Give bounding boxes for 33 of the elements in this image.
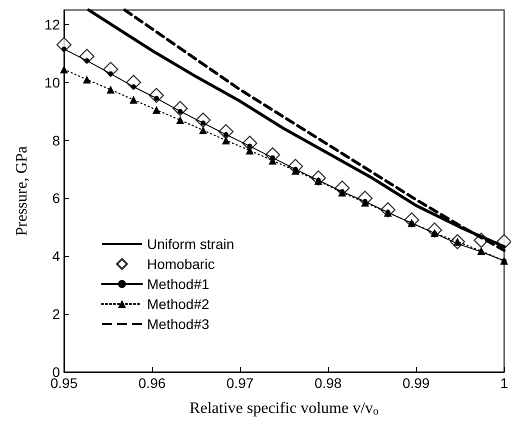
y-tick-label: 12 (44, 16, 60, 32)
legend-label: Method#1 (147, 276, 210, 292)
legend-label: Method#3 (147, 316, 210, 332)
y-tick-label: 10 (44, 74, 60, 90)
point (200, 120, 206, 126)
x-axis-title: Relative specific volume v/vo (190, 400, 380, 418)
point (361, 198, 370, 207)
legend-label: Method#2 (147, 296, 210, 312)
point (62, 46, 66, 52)
point (106, 86, 115, 94)
y-axis-title: Pressure, GPa (14, 146, 30, 236)
point (291, 166, 300, 175)
x-tick-label: 0.99 (402, 375, 430, 391)
point (152, 106, 160, 114)
point (223, 132, 228, 138)
legend-label: Uniform strain (147, 236, 234, 252)
x-tick-label: 0.97 (226, 375, 254, 391)
point (222, 136, 230, 144)
legend-label: Homobaric (147, 256, 215, 272)
point (131, 84, 136, 90)
point (108, 71, 114, 76)
y-tick-label: 6 (52, 190, 60, 206)
y-tick-label: 4 (52, 248, 60, 264)
point (82, 76, 91, 84)
point (199, 126, 208, 134)
point (176, 116, 184, 124)
x-tick-label: 0.96 (138, 375, 166, 391)
y-tick-label: 8 (52, 132, 60, 148)
point (130, 96, 138, 104)
x-tick-label: 0.98 (314, 375, 342, 391)
point (84, 58, 90, 64)
y-tick-label: 2 (52, 306, 60, 322)
x-tick-label: 1 (500, 375, 508, 391)
